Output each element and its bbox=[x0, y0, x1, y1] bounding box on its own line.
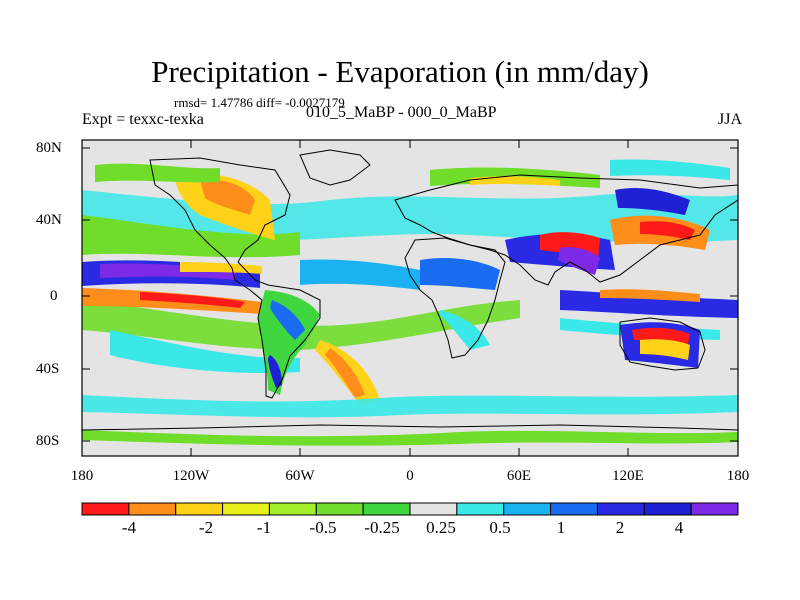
season-label: JJA bbox=[717, 111, 742, 128]
colorbar-label: 4 bbox=[674, 518, 684, 537]
colorbar-box bbox=[456, 502, 505, 516]
stats-line: rmsd= 1.47786 diff= -0.0027179 bbox=[174, 95, 345, 110]
colorbar-label: 0.5 bbox=[489, 518, 511, 537]
colorbar-label: -1 bbox=[256, 518, 272, 537]
colorbar-label: -0.25 bbox=[364, 518, 400, 537]
coastlines bbox=[82, 149, 738, 431]
axis-ticks bbox=[82, 140, 738, 456]
colorbar-box bbox=[503, 502, 552, 516]
colorbar-box bbox=[81, 502, 130, 516]
x-tick-label: 0 bbox=[406, 468, 414, 484]
y-tick-label: 80N bbox=[36, 140, 62, 156]
experiment-label: Expt = texxc-texka bbox=[82, 111, 204, 128]
x-tick-label: 60W bbox=[285, 468, 315, 484]
plot-title: Precipitation - Evaporation (in mm/day) bbox=[151, 54, 649, 89]
colorbar-label: 2 bbox=[615, 518, 625, 537]
colorbar-box bbox=[596, 502, 645, 516]
x-tick-label: 180 bbox=[70, 468, 94, 484]
colorbar-box bbox=[222, 502, 270, 516]
colorbar-box bbox=[315, 502, 364, 516]
colorbar-label: -2 bbox=[198, 518, 214, 537]
colorbar-label: 0.25 bbox=[426, 518, 456, 537]
x-tick-label: 60E bbox=[506, 468, 532, 484]
colorbar-box bbox=[362, 502, 411, 516]
period-label: 010_5_MaBP - 000_0_MaBP bbox=[306, 104, 497, 121]
colorbar-box bbox=[175, 502, 224, 516]
colorbar-box bbox=[550, 502, 598, 516]
y-tick-label: 40S bbox=[36, 361, 60, 377]
colorbar bbox=[81, 502, 739, 516]
colorbar-label: -4 bbox=[121, 518, 137, 537]
x-tick-label: 120E bbox=[612, 468, 644, 484]
precip-field bbox=[82, 140, 738, 456]
colorbar-box bbox=[643, 502, 692, 516]
x-tick-label: 120W bbox=[172, 468, 210, 484]
x-tick-label: 180 bbox=[726, 468, 750, 484]
colorbar-box bbox=[690, 502, 739, 516]
y-tick-label: 40N bbox=[36, 212, 62, 228]
y-tick-label: 80S bbox=[36, 433, 60, 449]
y-tick-label: 0 bbox=[50, 288, 58, 304]
colorbar-label: 1 bbox=[556, 518, 566, 537]
colorbar-box bbox=[409, 502, 458, 516]
colorbar-box bbox=[128, 502, 177, 516]
colorbar-box bbox=[268, 502, 317, 516]
colorbar-label: -0.5 bbox=[309, 518, 337, 537]
